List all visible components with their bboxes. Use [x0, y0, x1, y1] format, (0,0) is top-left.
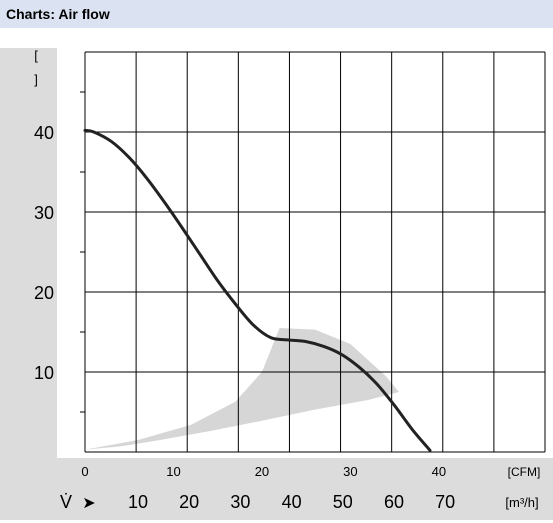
- x-m3h-tick-label: 10: [128, 492, 148, 512]
- x-cfm-tick-label: 0: [81, 464, 88, 479]
- chart-title: Charts: Air flow: [0, 0, 553, 28]
- x-cfm-tick-label: 10: [166, 464, 180, 479]
- x-cfm-tick-label: 20: [255, 464, 269, 479]
- y-tick-label: 20: [34, 283, 54, 303]
- y-unit-label: [: [34, 48, 38, 63]
- operating-region: [85, 328, 399, 450]
- y-tick-label: 40: [34, 123, 54, 143]
- x-m3h-tick-label: 50: [333, 492, 353, 512]
- x-m3h-tick-label: 70: [435, 492, 455, 512]
- bottom-axis-band: [57, 458, 553, 520]
- x-m3h-tick-label: 30: [230, 492, 250, 512]
- x-cfm-tick-label: 30: [343, 464, 357, 479]
- x-cfm-tick-label: 40: [432, 464, 446, 479]
- x-flow-symbol: V̇: [60, 492, 72, 512]
- y-tick-label: 30: [34, 203, 54, 223]
- y-tick-label: 10: [34, 363, 54, 383]
- x-flow-arrow: ➤: [82, 495, 95, 512]
- x-m3h-tick-label: 40: [282, 492, 302, 512]
- left-axis-band: [0, 48, 57, 520]
- y-unit-label: ]: [34, 72, 38, 87]
- x-m3h-tick-label: 60: [384, 492, 404, 512]
- x-m3h-tick-label: 20: [179, 492, 199, 512]
- x-m3h-unit-label: [m³/h]: [505, 495, 538, 510]
- x-cfm-unit-label: [CFM]: [508, 465, 541, 479]
- air-flow-curve: [83, 128, 432, 452]
